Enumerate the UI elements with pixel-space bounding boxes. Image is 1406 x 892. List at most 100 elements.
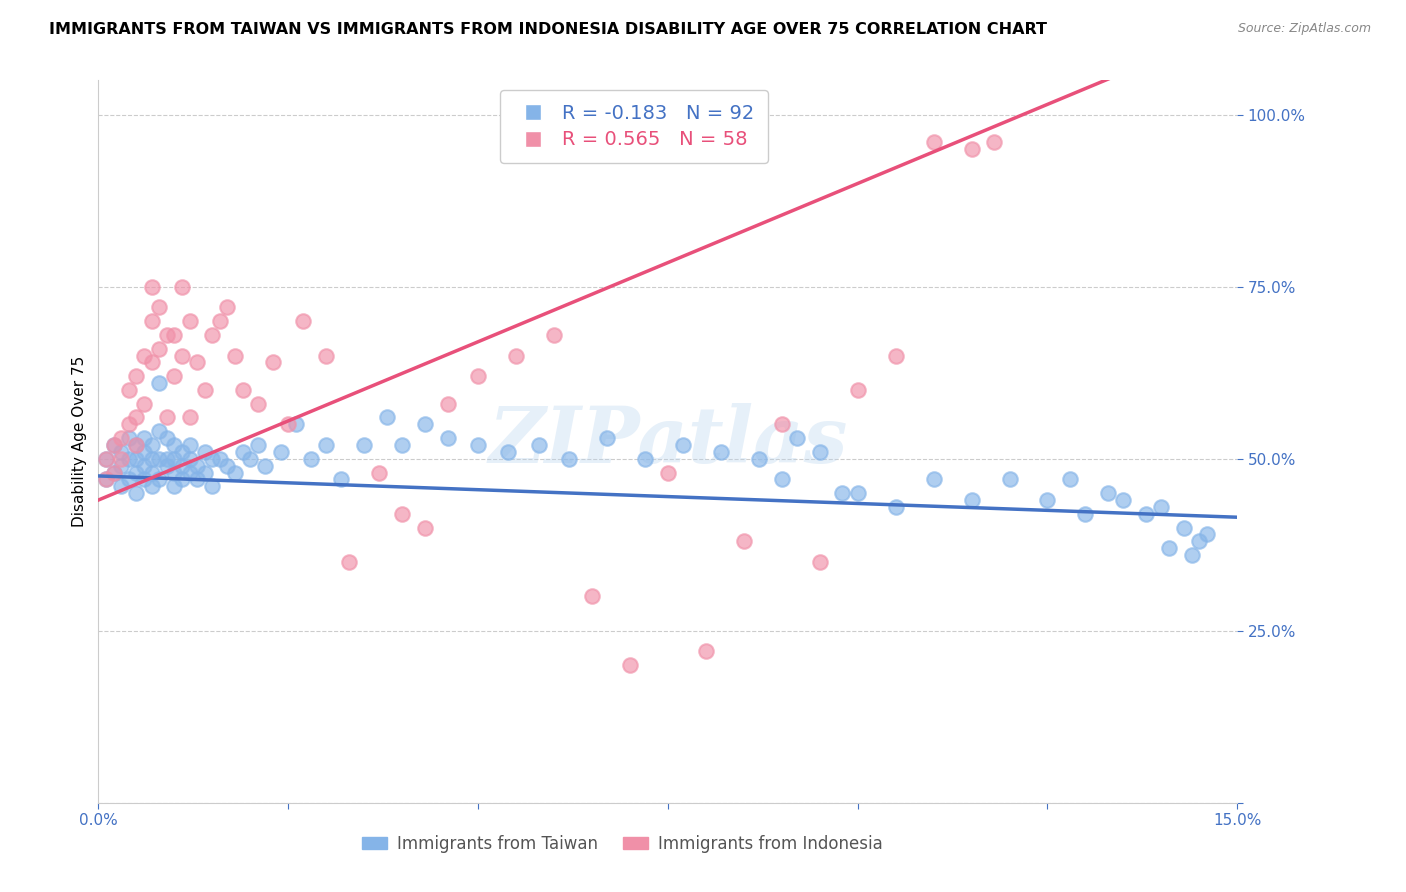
- Point: [118, 431, 141, 445]
- Y-axis label: Disability Age Over 75: Disability Age Over 75: [72, 356, 87, 527]
- Point: [1157, 541, 1180, 556]
- Point: [94, 472, 117, 486]
- Point: [1112, 493, 1135, 508]
- Point: [695, 644, 717, 658]
- Point: [292, 314, 315, 328]
- Point: [217, 301, 239, 315]
- Point: [103, 438, 125, 452]
- Point: [179, 451, 201, 466]
- Point: [498, 445, 520, 459]
- Point: [186, 472, 208, 486]
- Point: [232, 383, 254, 397]
- Point: [125, 438, 148, 452]
- Point: [922, 135, 945, 149]
- Point: [179, 410, 201, 425]
- Point: [884, 349, 907, 363]
- Point: [467, 369, 489, 384]
- Point: [436, 397, 458, 411]
- Point: [141, 479, 163, 493]
- Point: [110, 445, 132, 459]
- Point: [179, 438, 201, 452]
- Point: [672, 438, 695, 452]
- Point: [543, 327, 565, 342]
- Point: [315, 438, 337, 452]
- Point: [179, 314, 201, 328]
- Point: [1173, 520, 1195, 534]
- Point: [1097, 486, 1119, 500]
- Point: [170, 445, 193, 459]
- Point: [179, 466, 201, 480]
- Point: [132, 458, 155, 473]
- Point: [156, 458, 179, 473]
- Point: [748, 451, 770, 466]
- Point: [960, 493, 983, 508]
- Point: [224, 466, 246, 480]
- Point: [125, 369, 148, 384]
- Point: [148, 376, 170, 390]
- Point: [831, 486, 853, 500]
- Text: Source: ZipAtlas.com: Source: ZipAtlas.com: [1237, 22, 1371, 36]
- Point: [125, 410, 148, 425]
- Point: [94, 451, 117, 466]
- Point: [960, 142, 983, 156]
- Point: [103, 438, 125, 452]
- Point: [1036, 493, 1059, 508]
- Point: [110, 458, 132, 473]
- Point: [118, 472, 141, 486]
- Point: [148, 424, 170, 438]
- Point: [505, 349, 527, 363]
- Point: [808, 445, 831, 459]
- Point: [527, 438, 550, 452]
- Point: [884, 500, 907, 514]
- Point: [118, 417, 141, 432]
- Point: [141, 279, 163, 293]
- Point: [170, 279, 193, 293]
- Point: [634, 451, 657, 466]
- Point: [299, 451, 322, 466]
- Point: [141, 451, 163, 466]
- Point: [983, 135, 1005, 149]
- Point: [733, 534, 755, 549]
- Text: IMMIGRANTS FROM TAIWAN VS IMMIGRANTS FROM INDONESIA DISABILITY AGE OVER 75 CORRE: IMMIGRANTS FROM TAIWAN VS IMMIGRANTS FRO…: [49, 22, 1047, 37]
- Point: [125, 486, 148, 500]
- Point: [596, 431, 619, 445]
- Point: [998, 472, 1021, 486]
- Point: [163, 438, 186, 452]
- Point: [132, 445, 155, 459]
- Point: [125, 438, 148, 452]
- Point: [141, 355, 163, 369]
- Point: [148, 472, 170, 486]
- Point: [201, 327, 224, 342]
- Point: [770, 472, 793, 486]
- Point: [413, 520, 436, 534]
- Point: [132, 397, 155, 411]
- Point: [103, 466, 125, 480]
- Point: [224, 349, 246, 363]
- Point: [148, 451, 170, 466]
- Point: [413, 417, 436, 432]
- Point: [657, 466, 679, 480]
- Point: [141, 466, 163, 480]
- Point: [170, 349, 193, 363]
- Point: [277, 417, 299, 432]
- Point: [391, 507, 413, 521]
- Point: [262, 355, 284, 369]
- Point: [1181, 548, 1204, 562]
- Point: [846, 383, 869, 397]
- Point: [1074, 507, 1097, 521]
- Point: [315, 349, 337, 363]
- Point: [156, 410, 179, 425]
- Point: [239, 451, 262, 466]
- Point: [232, 445, 254, 459]
- Point: [148, 342, 170, 356]
- Point: [125, 451, 148, 466]
- Point: [141, 438, 163, 452]
- Point: [201, 479, 224, 493]
- Point: [786, 431, 808, 445]
- Point: [246, 438, 269, 452]
- Point: [110, 451, 132, 466]
- Point: [270, 445, 292, 459]
- Point: [110, 431, 132, 445]
- Point: [156, 451, 179, 466]
- Text: ZIPatlas: ZIPatlas: [488, 403, 848, 480]
